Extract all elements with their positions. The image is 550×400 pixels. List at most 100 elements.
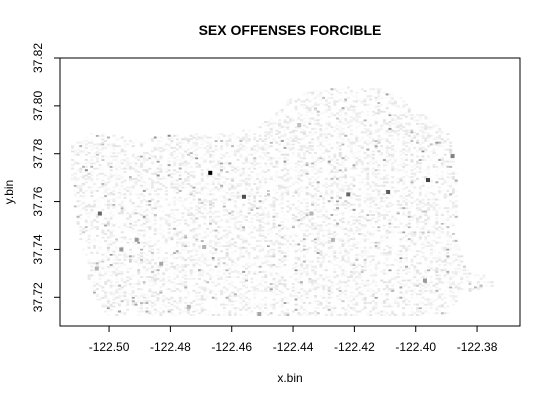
- heatmap-cell: [159, 164, 163, 167]
- heatmap-cell: [104, 217, 108, 220]
- heatmap-cell: [233, 200, 237, 203]
- heatmap-cell: [189, 262, 193, 265]
- heatmap-cell: [275, 169, 279, 172]
- heatmap-cell: [233, 262, 237, 265]
- heatmap-cell: [156, 201, 160, 204]
- heatmap-cell: [104, 162, 108, 165]
- heatmap-cell: [228, 276, 232, 279]
- heatmap-cell: [162, 310, 166, 313]
- heatmap-cell: [203, 174, 207, 177]
- heatmap-cell: [220, 195, 224, 198]
- heatmap-cell: [145, 165, 149, 168]
- heatmap-cell: [192, 262, 196, 265]
- heatmap-cell: [244, 267, 248, 270]
- heatmap-cell: [280, 153, 284, 156]
- heatmap-cell: [173, 138, 177, 141]
- heatmap-cell: [275, 126, 279, 129]
- heatmap-cell: [264, 131, 268, 134]
- heatmap-cell: [87, 170, 91, 173]
- heatmap-cell: [170, 174, 174, 177]
- heatmap-cell: [294, 126, 298, 129]
- heatmap-cell: [267, 181, 271, 184]
- heatmap-cell: [302, 136, 306, 139]
- heatmap-cell: [305, 265, 309, 268]
- heatmap-cell: [140, 167, 144, 170]
- heatmap-cell: [151, 274, 155, 277]
- heatmap-cell: [189, 151, 193, 155]
- heatmap-cell: [106, 229, 110, 232]
- heatmap-cell: [297, 160, 301, 163]
- heatmap-cell: [228, 305, 232, 308]
- heatmap-cell: [145, 251, 149, 254]
- heatmap-cell: [305, 267, 309, 270]
- heatmap-cell: [255, 148, 260, 151]
- heatmap-cell: [184, 146, 188, 149]
- heatmap-cell: [305, 186, 309, 189]
- heatmap-cell: [250, 158, 254, 161]
- heatmap-cell: [253, 129, 257, 132]
- heatmap-cell: [93, 226, 97, 229]
- heatmap-cell: [192, 263, 196, 266]
- heatmap-cell: [291, 151, 295, 155]
- heatmap-cell: [203, 219, 207, 222]
- heatmap-cell: [93, 224, 97, 227]
- heatmap-cell: [148, 255, 152, 258]
- heatmap-cell: [261, 219, 265, 222]
- heatmap-cell: [189, 198, 193, 201]
- heatmap-cell: [308, 117, 312, 120]
- heatmap-cell: [283, 188, 287, 191]
- heatmap-cell: [253, 227, 257, 230]
- heatmap-cell: [104, 210, 108, 213]
- heatmap-cell: [261, 303, 265, 306]
- heatmap-cell: [294, 210, 298, 213]
- heatmap-cell: [261, 246, 265, 249]
- heatmap-cell: [297, 312, 301, 315]
- heatmap-cell: [286, 193, 290, 196]
- heatmap-cell: [203, 170, 207, 173]
- heatmap-cell: [167, 215, 171, 218]
- heatmap-cell: [209, 262, 213, 265]
- heatmap-cell: [258, 151, 262, 155]
- heatmap-cell: [145, 294, 149, 298]
- heatmap-cell: [297, 193, 301, 196]
- heatmap-cell: [178, 253, 182, 256]
- heatmap-cell: [79, 150, 83, 153]
- heatmap-cell: [211, 198, 215, 201]
- heatmap-cell: [250, 208, 254, 211]
- heatmap-cell: [117, 288, 122, 291]
- heatmap-cell: [173, 169, 177, 172]
- heatmap-cell: [95, 136, 99, 139]
- heatmap-cell: [244, 312, 248, 315]
- heatmap-cell: [140, 184, 144, 187]
- heatmap-cell: [264, 239, 268, 242]
- heatmap-cell: [250, 260, 254, 263]
- heatmap-cell: [305, 177, 309, 180]
- heatmap-cell: [71, 158, 75, 161]
- heatmap-cell: [195, 133, 199, 136]
- heatmap-cell: [195, 262, 199, 265]
- heatmap-cell: [253, 127, 257, 130]
- heatmap-cell: [217, 181, 221, 184]
- heatmap-cell: [95, 220, 99, 223]
- heatmap-cell: [134, 162, 138, 165]
- heatmap-cell: [228, 226, 232, 229]
- heatmap-cell: [297, 174, 301, 177]
- heatmap-cell: [87, 186, 91, 189]
- heatmap-cell: [308, 146, 312, 149]
- heatmap-cell: [220, 284, 224, 287]
- heatmap-cell: [117, 291, 122, 294]
- heatmap-cell: [297, 200, 301, 203]
- heatmap-cell: [140, 153, 144, 156]
- heatmap-cell: [109, 176, 113, 179]
- heatmap-cell: [275, 129, 279, 132]
- heatmap-cell: [275, 239, 279, 242]
- heatmap-cell: [137, 257, 141, 260]
- heatmap-cell: [280, 288, 284, 291]
- heatmap-cell: [178, 136, 182, 139]
- heatmap-cell: [278, 181, 282, 184]
- heatmap-cell: [145, 219, 149, 222]
- heatmap-cell: [211, 260, 215, 263]
- heatmap-cell: [253, 145, 257, 148]
- heatmap-cell: [253, 196, 257, 199]
- heatmap-cell: [278, 308, 282, 311]
